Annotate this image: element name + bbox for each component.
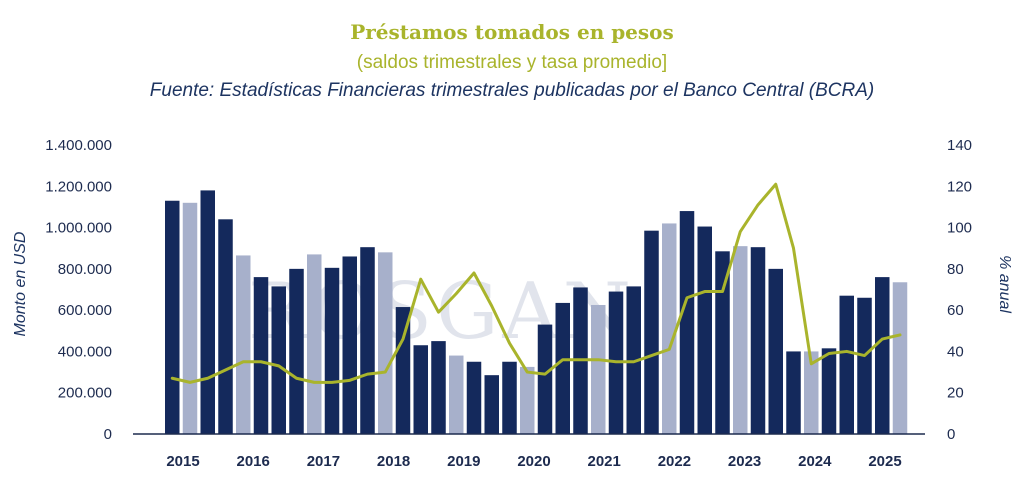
bar: [733, 246, 748, 434]
x-tick-label: 2016: [237, 453, 270, 470]
line-layer: [170, 182, 902, 384]
bar: [857, 297, 872, 434]
x-tick-label: 2025: [868, 453, 901, 470]
y-tick-label: 200.000: [58, 385, 112, 402]
y2-tick-label: 60: [947, 302, 964, 319]
y-tick-label: 1.000.000: [45, 220, 112, 237]
y2-tick-label: 140: [947, 137, 972, 154]
bar: [662, 223, 677, 434]
bar: [839, 295, 854, 434]
bars-layer: [165, 190, 908, 434]
bar: [644, 230, 659, 434]
chart-subtitle: (saldos trimestrales y tasa promedio]: [356, 52, 668, 73]
bar: [466, 361, 482, 434]
bar: [271, 286, 286, 434]
y-tick-label: 800.000: [58, 261, 112, 278]
y2-tick-label: 80: [947, 261, 964, 278]
left-axis: 0 200.000 400.000 600.000 800.000 1.000.000 1.…: [45, 137, 112, 443]
bar: [502, 361, 517, 434]
bar: [537, 324, 553, 434]
bar: [182, 202, 198, 434]
bar: [591, 304, 606, 434]
bar: [804, 351, 819, 434]
rate-line: [170, 182, 902, 384]
x-axis: 2015 2016 2017 2018 2019 2020 2021 2022 2023 2024…: [166, 453, 901, 470]
bar: [200, 190, 215, 434]
y2-axis-label: % anual: [996, 255, 1013, 313]
y-tick-label: 1.400.000: [45, 137, 112, 154]
x-tick-label: 2022: [658, 453, 691, 470]
bar: [715, 251, 730, 434]
bar: [679, 211, 695, 434]
bar: [342, 256, 357, 434]
bar: [218, 219, 233, 434]
bar: [324, 267, 340, 434]
y-tick-label: 400.000: [58, 343, 112, 360]
bar: [520, 366, 535, 434]
bar: [449, 355, 464, 434]
x-tick-label: 2019: [447, 453, 480, 470]
bar: [165, 200, 180, 434]
x-tick-label: 2017: [307, 453, 340, 470]
y-tick-label: 1.200.000: [45, 178, 112, 195]
bar: [253, 277, 269, 434]
bar: [307, 254, 322, 434]
bar: [484, 375, 499, 434]
bar: [768, 268, 783, 434]
bar: [750, 247, 766, 434]
bar: [697, 226, 712, 434]
x-tick-label: 2024: [798, 453, 832, 470]
y-axis-label: Monto en USD: [12, 231, 29, 336]
bar: [431, 341, 446, 434]
y2-tick-label: 20: [947, 385, 964, 402]
x-tick-label: 2020: [517, 453, 550, 470]
y2-tick-label: 40: [947, 343, 964, 360]
bar: [395, 307, 411, 434]
x-tick-label: 2023: [728, 453, 761, 470]
x-tick-label: 2021: [588, 453, 621, 470]
bar: [892, 282, 908, 434]
x-tick-label: 2018: [377, 453, 410, 470]
bar: [413, 345, 428, 434]
bar: [875, 277, 890, 434]
chart-source: Fuente: Estadísticas Financieras trimest…: [149, 80, 875, 101]
bar: [821, 348, 837, 434]
bar: [555, 302, 570, 434]
bar: [378, 252, 393, 434]
y2-tick-label: 0: [947, 426, 955, 443]
x-tick-label: 2015: [166, 453, 199, 470]
bar: [236, 255, 251, 434]
y2-tick-label: 100: [947, 220, 972, 237]
chart-title: Préstamos tomados en pesos: [350, 20, 674, 44]
y-tick-label: 600.000: [58, 302, 112, 319]
y-tick-label: 0: [104, 426, 112, 443]
y2-tick-label: 120: [947, 178, 972, 195]
bar: [289, 268, 304, 434]
right-axis: 0 20 40 60 80 100 120 140: [947, 137, 972, 443]
bar: [360, 247, 375, 434]
bar: [786, 351, 801, 434]
